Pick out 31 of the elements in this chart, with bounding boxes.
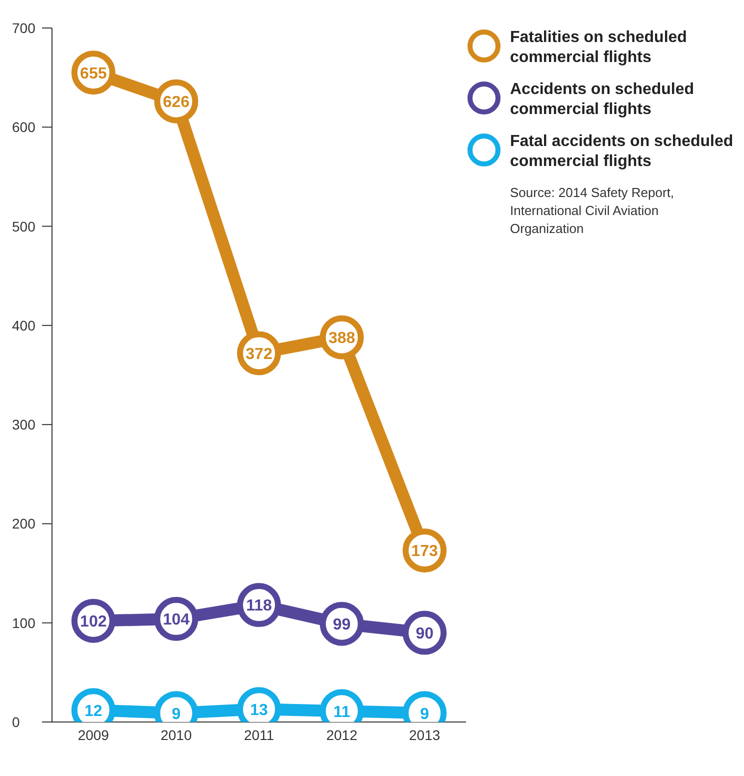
y-tick-label: 100 — [12, 614, 36, 631]
data-label: 118 — [246, 598, 272, 615]
data-label: 372 — [246, 346, 272, 363]
point — [320, 602, 364, 646]
data-label: 104 — [162, 612, 190, 629]
y-tick-label: 200 — [12, 516, 36, 532]
x-tick-label: 2013 — [409, 726, 440, 743]
data-label: 626 — [162, 94, 190, 112]
y-tick-label: 0 — [12, 714, 20, 730]
y-tick-label: 300 — [12, 416, 36, 433]
y-tick-label: 600 — [12, 119, 36, 136]
data-label: 99 — [332, 616, 351, 634]
data-label: 173 — [411, 543, 438, 560]
legend-label: Accidents on scheduled commercial flights — [510, 80, 696, 120]
legend-label: Fatal accidents on scheduled commercial flights — [510, 132, 734, 172]
x-tick-label: 2012 — [326, 726, 358, 743]
data-label: 12 — [84, 702, 102, 720]
y-tick-label: 500 — [12, 218, 36, 234]
x-tick-label: 2009 — [78, 726, 110, 743]
x-tick-label: 2010 — [160, 726, 192, 743]
data-label: 11 — [333, 704, 350, 721]
y-tick-label: 400 — [12, 317, 36, 334]
data-label: 655 — [80, 65, 107, 82]
y-tick-label: 700 — [12, 20, 36, 36]
x-tick-label: 2011 — [244, 726, 274, 743]
data-label: 13 — [250, 702, 268, 719]
legend-label: Fatalities on scheduled commercial flights — [510, 28, 688, 68]
data-label: 102 — [80, 614, 107, 631]
data-label: 90 — [416, 625, 434, 642]
source-note: Source: 2014 Safety Report, International Civil Aviation Organization — [510, 184, 676, 238]
data-label: 388 — [328, 330, 356, 348]
